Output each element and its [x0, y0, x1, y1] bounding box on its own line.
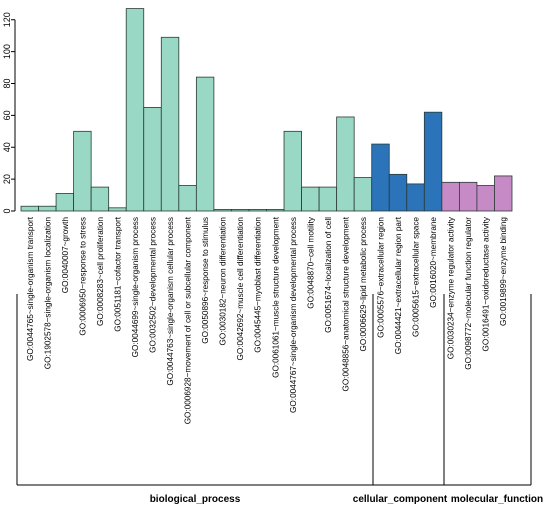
x-tick-label: GO:0044763~single-organism cellular proc…: [166, 217, 175, 386]
bar: [423, 111, 443, 212]
x-tick-label: GO:0008283~cell proliferation: [96, 217, 105, 326]
bar: [388, 173, 408, 212]
bar: [125, 8, 145, 212]
bar: [195, 76, 215, 212]
y-axis: 0 20 40 60 80 100 120: [2, 12, 16, 214]
x-tick-label: GO:0050896~response to stimulus: [201, 217, 210, 344]
x-tick-label: GO:0044765~single-organism transport: [26, 216, 35, 361]
group-label: biological_process: [150, 494, 241, 505]
x-tick-label: GO:0030182~neuron differentiation: [219, 217, 228, 346]
bar: [38, 205, 57, 212]
bar: [494, 175, 513, 212]
x-tick-label: GO:0044421~extracellular region part: [394, 216, 403, 354]
bar: [160, 36, 180, 212]
y-tick-label: 60: [2, 110, 12, 120]
bar: [55, 193, 75, 212]
bar: [353, 177, 373, 212]
x-tick-label: GO:0051674~localization of cell: [324, 217, 333, 333]
x-tick-label: GO:0048870~cell motility: [306, 216, 315, 309]
bar: [458, 181, 478, 212]
x-tick-label: GO:0030234~enzyme regulator activity: [447, 216, 456, 359]
bar: [231, 209, 250, 212]
group-label: cellular_component: [353, 494, 448, 505]
x-tick-label: GO:0048856~anatomical structure developm…: [341, 216, 350, 391]
group-label: molecular_function: [451, 494, 543, 505]
x-tick-label: GO:0006950~response to stress: [78, 217, 87, 336]
bar: [73, 130, 92, 212]
y-tick-label: 40: [2, 142, 12, 152]
bar: [406, 183, 425, 212]
bar: [301, 186, 320, 212]
bar: [266, 209, 285, 212]
bar: [318, 186, 338, 212]
group-brackets: biological_process cellular_component mole…: [16, 294, 543, 505]
bar: [248, 209, 267, 212]
x-tick-label: GO:0032502~developmental process: [149, 217, 158, 353]
y-tick-label: 20: [2, 174, 12, 184]
bar: [178, 185, 197, 212]
x-tick-label: GO:0016020~membrane: [429, 217, 438, 308]
x-tick-label: GO:0061061~muscle structure development: [271, 216, 280, 378]
x-tick-label: GO:0044767~single-organism developmental…: [289, 217, 298, 413]
x-tick-label: GO:0005576~extracellular region: [376, 217, 385, 338]
bar: [476, 185, 495, 212]
x-tick-label: GO:0042692~muscle cell differentiation: [236, 217, 245, 361]
x-axis-labels: GO:0044765~single-organism transport GO:1…: [26, 216, 508, 424]
x-tick-label: GO:0044699~single-organism process: [131, 217, 140, 357]
bars: [20, 8, 513, 212]
x-tick-label: GO:0006928~movement of cell or subcellul…: [184, 216, 193, 424]
bar: [143, 107, 162, 212]
bar: [213, 209, 232, 212]
y-tick-label: 0: [2, 208, 12, 213]
x-tick-label: GO:0045445~myoblast differentiation: [254, 217, 263, 353]
bar: [336, 116, 355, 212]
y-tick-label: 120: [2, 12, 12, 27]
x-tick-label: GO:0006629~lipid metabolic process: [359, 217, 368, 352]
x-tick-label: GO:0051181~cofactor transport: [113, 216, 122, 331]
x-tick-label: GO:0019899~enzyme binding: [499, 217, 508, 326]
x-tick-label: GO:0098772~molecular function regulator: [464, 217, 473, 370]
bar: [283, 130, 302, 212]
bar: [441, 181, 460, 212]
bar: [108, 207, 127, 212]
x-tick-label: GO:1902578~single-organism localization: [43, 217, 52, 370]
x-tick-label: GO:0016491~oxidoreductase activity: [482, 216, 491, 351]
x-tick-label: GO:0005615~extracellular space: [412, 217, 421, 337]
bar: [371, 143, 390, 212]
bar: [90, 186, 110, 212]
y-tick-label: 80: [2, 78, 12, 88]
y-tick-label: 100: [2, 44, 12, 59]
x-tick-label: GO:0040007~growth: [61, 217, 70, 294]
bar: [20, 205, 39, 212]
